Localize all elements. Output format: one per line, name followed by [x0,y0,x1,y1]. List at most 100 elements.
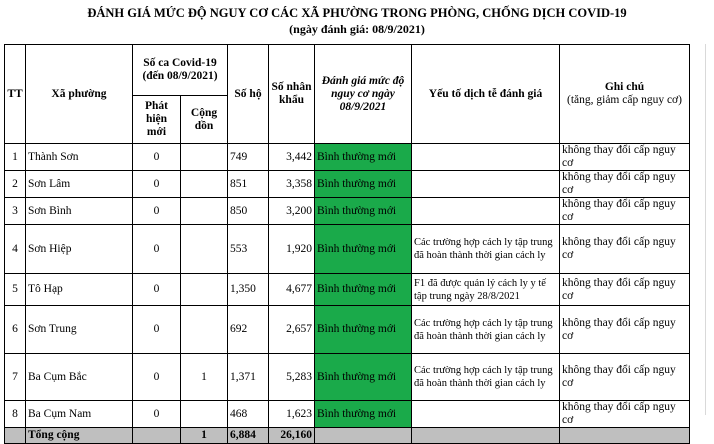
cell-cum: 1 [180,353,228,401]
cell-risk: Bình thường mới [314,170,412,198]
cell-tt [4,427,26,444]
cell-tt: 4 [4,224,26,274]
cell-households: 851 [227,170,269,198]
header-new-cases: Phát hiện mới [132,95,181,144]
cell-factors [411,197,560,225]
cell-note: không thay đổi cấp nguy cơ [559,197,690,225]
table-row: 7 Ba Cụm Bắc 0 1 1,371 5,283 Bình thường… [4,353,690,401]
cell-new: 0 [132,143,181,171]
cell-ward: Sơn Hiệp [25,224,133,274]
cell-tt: 2 [4,170,26,198]
cell-new: 0 [132,305,181,354]
cell-tt: 8 [4,400,26,428]
table-row: 8 Ba Cụm Nam 0 468 1,623 Bình thường mới… [4,400,690,428]
header-households: Số hộ [227,44,269,144]
cell-note: không thay đổi cấp nguy cơ [559,400,690,428]
cell-households: 1,371 [227,353,269,401]
cell-risk: Bình thường mới [314,353,412,401]
cell-factors [411,170,560,198]
total-row: Tổng cộng 1 6,884 26,160 [4,427,690,444]
total-note [559,427,690,444]
cell-tt: 6 [4,305,26,354]
cell-tt: 7 [4,353,26,401]
cell-risk: Bình thường mới [314,143,412,171]
cell-population: 1,920 [268,224,315,274]
cell-factors: Các trường hợp cách ly tập trung đã hoàn… [411,305,560,354]
cell-cum [180,305,228,354]
cell-factors: Các trường hợp cách ly tập trung đã hoàn… [411,353,560,401]
cell-cum [180,273,228,306]
cell-households: 749 [227,143,269,171]
header-cumulative: Cộng dồn [180,95,228,144]
page-subtitle: (ngày đánh giá: 08/9/2021) [289,22,425,36]
total-label: Tổng cộng [25,427,133,444]
cell-tt: 1 [4,143,26,171]
cell-risk: Bình thường mới [314,224,412,274]
cell-cum [180,224,228,274]
cell-population: 3,442 [268,143,315,171]
cell-ward: Ba Cụm Bắc [25,353,133,401]
header-tt: TT [4,44,26,144]
table-row: 1 Thành Sơn 0 749 3,442 Bình thường mới … [4,143,690,171]
total-new [132,427,181,444]
cell-note: không thay đổi cấp nguy cơ [559,353,690,401]
cell-ward: Sơn Lâm [25,170,133,198]
header-note-label: Ghi chú [604,81,645,93]
header-population: Số nhân khẩu [268,44,315,144]
cell-new: 0 [132,170,181,198]
cell-households: 692 [227,305,269,354]
cell-ward: Sơn Trung [25,305,133,354]
cell-population: 4,677 [268,273,315,306]
cell-risk: Bình thường mới [314,305,412,354]
table-row: 6 Sơn Trung 0 692 2,657 Bình thường mới … [4,305,690,354]
cell-ward: Sơn Bình [25,197,133,225]
table-row: 4 Sơn Hiệp 0 553 1,920 Bình thường mới C… [4,224,690,274]
cell-new: 0 [132,273,181,306]
cell-factors [411,400,560,428]
cell-factors [411,143,560,171]
cell-risk: Bình thường mới [314,400,412,428]
total-population: 26,160 [268,427,315,444]
cell-new: 0 [132,400,181,428]
cell-new: 0 [132,224,181,274]
cell-note: không thay đổi cấp nguy cơ [559,273,690,306]
cell-tt: 3 [4,197,26,225]
total-risk [314,427,412,444]
cell-new: 0 [132,353,181,401]
cell-ward: Thành Sơn [25,143,133,171]
total-factors [411,427,560,444]
header-note: Ghi chú (tăng, giảm cấp nguy cơ) [559,44,690,144]
cell-households: 468 [227,400,269,428]
header-risk: Đánh giá mức độ nguy cơ ngày 08/9/2021 [314,44,412,144]
risk-table: TT Xã phường Số ca Covid-19 (đến 08/9/20… [4,44,690,444]
cell-population: 3,200 [268,197,315,225]
cell-risk: Bình thường mới [314,197,412,225]
cell-new: 0 [132,197,181,225]
cell-households: 553 [227,224,269,274]
page-title: ĐÁNH GIÁ MỨC ĐỘ NGUY CƠ CÁC XÃ PHƯỜNG TR… [87,6,627,20]
header-note-sub: (tăng, giảm cấp nguy cơ) [567,94,682,106]
cell-note: không thay đổi cấp nguy cơ [559,143,690,171]
cell-tt: 5 [4,273,26,306]
cell-note: không thay đổi cấp nguy cơ [559,224,690,274]
cell-cum [180,197,228,225]
cell-risk: Bình thường mới [314,273,412,306]
cell-ward: Tô Hạp [25,273,133,306]
table-row: 5 Tô Hạp 0 1,350 4,677 Bình thường mới F… [4,273,690,306]
cell-ward: Ba Cụm Nam [25,400,133,428]
header-factors: Yếu tố dịch tễ đánh giá [411,44,560,144]
cell-households: 1,350 [227,273,269,306]
cell-households: 850 [227,197,269,225]
cell-note: không thay đổi cấp nguy cơ [559,170,690,198]
header-ward: Xã phường [25,44,133,144]
table-row: 3 Sơn Bình 0 850 3,200 Bình thường mới k… [4,197,690,225]
cell-factors: Các trường hợp cách ly tập trung đã hoàn… [411,224,560,274]
cell-factors: F1 đã được quản lý cách ly y tế tập trun… [411,273,560,306]
sheet-gridline [705,44,706,415]
cell-population: 2,657 [268,305,315,354]
header-cases-group: Số ca Covid-19 (đến 08/9/2021) [132,44,228,96]
total-households: 6,884 [227,427,269,444]
total-cum: 1 [180,427,228,444]
cell-population: 3,358 [268,170,315,198]
cell-population: 1,623 [268,400,315,428]
